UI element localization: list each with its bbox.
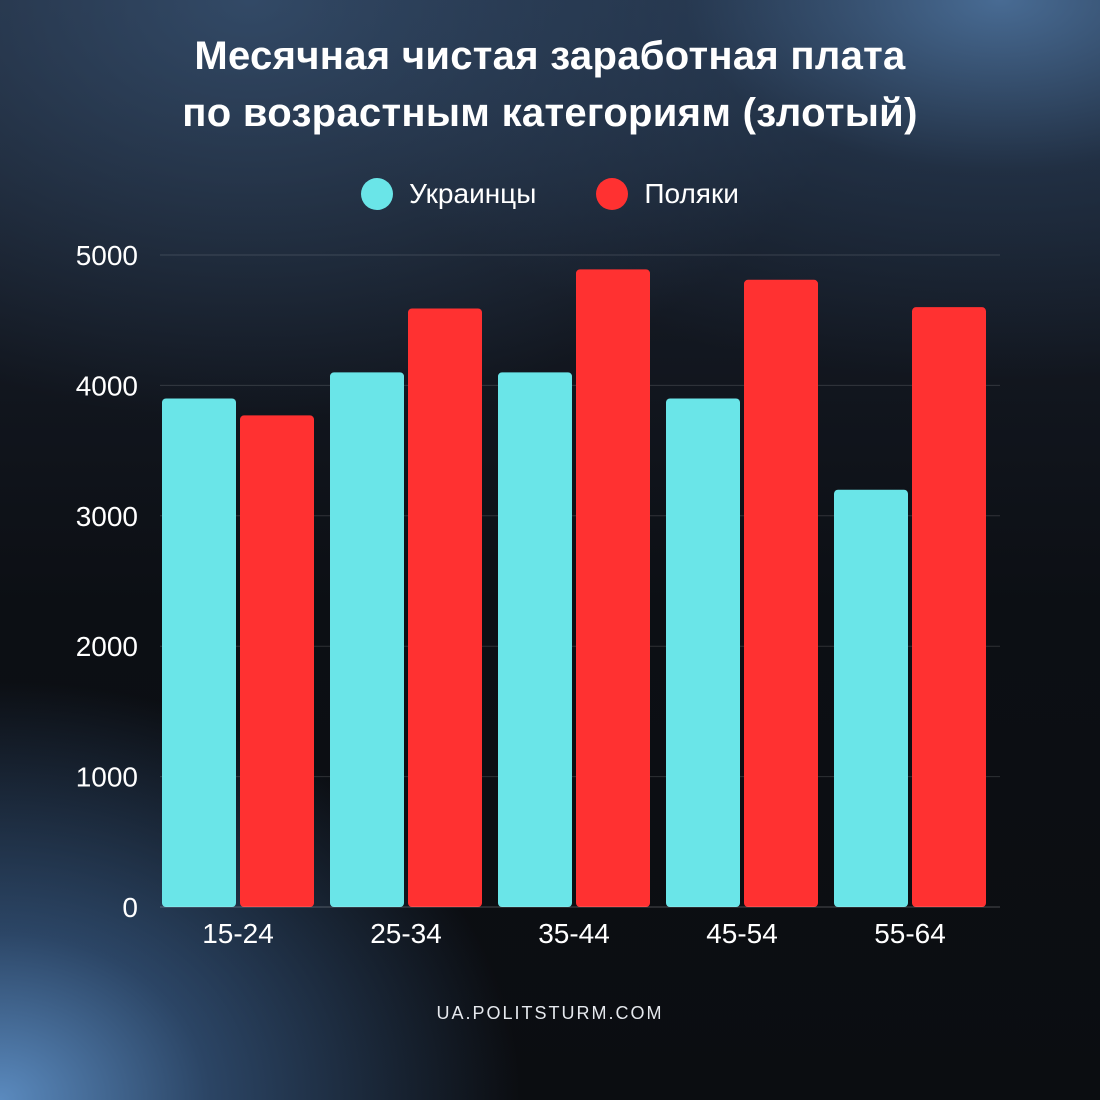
y-tick-label: 2000 [76,631,138,662]
bar-ukrainians-25-34 [330,372,404,907]
y-tick-label: 5000 [76,240,138,271]
legend-dot-ukrainians [361,178,394,210]
x-tick-label: 35-44 [538,918,610,949]
legend: Украинцы Поляки [0,178,1100,210]
y-tick-label: 0 [122,892,138,923]
y-tick-label: 1000 [76,762,138,793]
x-tick-label: 25-34 [370,918,442,949]
bar-ukrainians-15-24 [162,398,236,907]
bar-poles-35-44 [576,269,650,907]
legend-dot-poles [596,178,629,210]
legend-label-ukrainians: Украинцы [409,178,537,209]
chart-title-line-1: Месячная чистая заработная плата [194,34,906,78]
x-tick-label: 45-54 [706,918,778,949]
y-tick-label: 4000 [76,370,138,401]
x-tick-label: 15-24 [202,918,274,949]
bar-ukrainians-45-54 [666,398,740,907]
chart-title: Месячная чистая заработная плата по возр… [0,28,1100,142]
bar-poles-55-64 [912,307,986,907]
legend-item-poles: Поляки [596,178,739,210]
x-tick-label: 55-64 [874,918,946,949]
chart-title-line-2: по возрастным категориям (злотый) [182,91,918,135]
bar-poles-15-24 [240,415,314,907]
bar-poles-45-54 [744,279,818,907]
legend-item-ukrainians: Украинцы [361,178,536,210]
bar-ukrainians-55-64 [834,489,908,907]
source-label: UA.POLITSTURM.COM [436,1003,664,1023]
bar-poles-25-34 [408,308,482,907]
y-tick-label: 3000 [76,501,138,532]
bar-ukrainians-35-44 [498,372,572,907]
legend-label-poles: Поляки [644,178,739,209]
